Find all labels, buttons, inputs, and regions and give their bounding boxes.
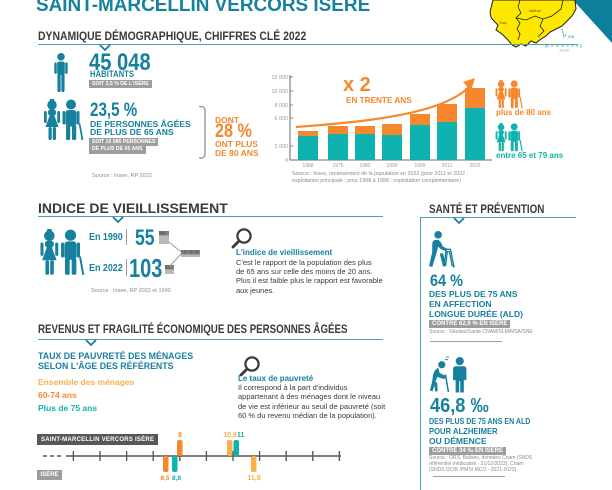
svg-text:9: 9 [178, 432, 182, 439]
svg-text:11: 11 [237, 432, 245, 439]
svg-text:10 km: 10 km [559, 49, 569, 53]
svg-text:10 000: 10 000 [272, 89, 289, 95]
svg-text:Vinay: Vinay [499, 21, 507, 25]
svg-text:0: 0 [285, 158, 288, 164]
svg-text:8,8: 8,8 [172, 475, 181, 482]
svg-text:Malleval: Malleval [529, 9, 541, 13]
svg-text:IGN: IGN [568, 35, 575, 39]
svg-text:11,8: 11,8 [247, 475, 260, 482]
svg-text:10,9: 10,9 [223, 432, 237, 439]
svg-text:2011: 2011 [442, 163, 453, 169]
svg-text:1968: 1968 [302, 163, 313, 169]
svg-text:6 000: 6 000 [275, 116, 289, 122]
svg-text:8,5: 8,5 [160, 475, 169, 482]
svg-text:1975: 1975 [332, 163, 343, 169]
svg-text:12 000: 12 000 [272, 75, 289, 81]
svg-text:1982: 1982 [359, 163, 370, 169]
svg-text:2 000: 2 000 [275, 144, 289, 150]
svg-text:8 000: 8 000 [275, 103, 289, 109]
svg-text:2022: 2022 [469, 163, 480, 169]
svg-text:1990: 1990 [386, 163, 397, 169]
svg-text:1999: 1999 [414, 163, 425, 169]
